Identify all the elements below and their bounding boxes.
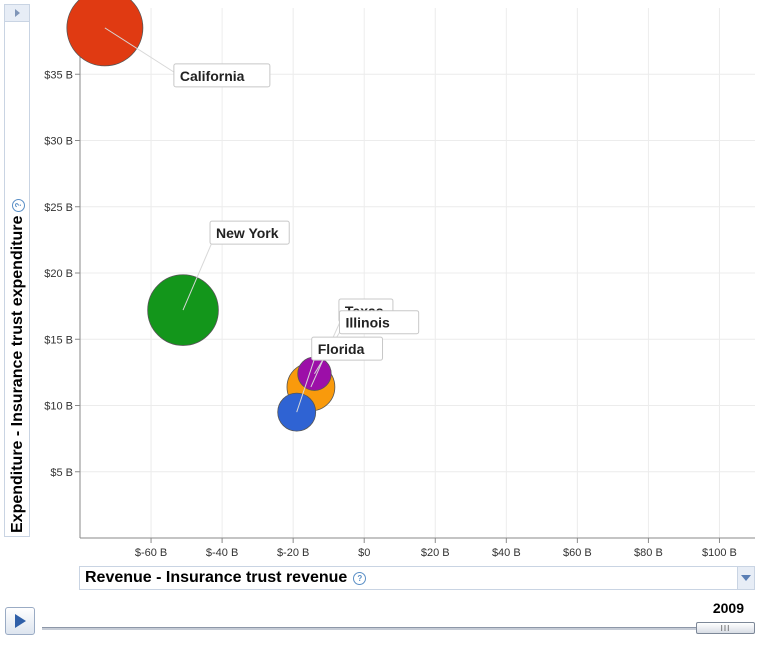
x-tick-label: $20 B xyxy=(421,547,450,559)
x-tick-label: $-20 B xyxy=(277,547,309,559)
axes: $-60 B $-40 B $-20 B $0 $20 B $40 B $60 B $80 B… xyxy=(44,8,755,559)
x-tick-label: $-60 B xyxy=(135,547,167,559)
y-tick-label: $5 B xyxy=(50,467,73,479)
x-axis-title[interactable]: Revenue - Insurance trust revenue ? xyxy=(85,569,367,587)
y-tick-label: $20 B xyxy=(44,268,73,280)
label-california: California xyxy=(180,68,245,84)
bubble-california[interactable] xyxy=(66,0,144,67)
chevron-down-icon xyxy=(741,575,751,581)
x-tick-label: $100 B xyxy=(702,547,737,559)
y-axis-selector[interactable] xyxy=(4,4,30,537)
grid xyxy=(80,8,755,538)
label-leader-california xyxy=(104,27,181,77)
y-tick-label: $30 B xyxy=(44,136,73,148)
y-tick-label: $25 B xyxy=(44,202,73,214)
timeline-track[interactable] xyxy=(42,627,754,630)
x-axis-title-text: Revenue - Insurance trust revenue xyxy=(85,569,348,586)
label-box-new-york[interactable] xyxy=(209,220,290,245)
label-box-california[interactable] xyxy=(173,63,271,88)
label-florida: Florida xyxy=(318,341,365,357)
x-tick-label: $80 B xyxy=(634,547,663,559)
play-icon xyxy=(14,614,26,628)
bubble-chart: $-60 B $-40 B $-20 B $0 $20 B $40 B $60 B $80 B… xyxy=(44,0,755,559)
x-axis-selector[interactable]: Revenue - Insurance trust revenue ? xyxy=(79,566,755,590)
label-illinois: Illinois xyxy=(345,315,390,331)
label-leader-new-york xyxy=(182,232,217,311)
label-new-york: New York xyxy=(216,225,279,241)
triangle-right-icon xyxy=(14,9,20,17)
x-tick-label: $60 B xyxy=(563,547,592,559)
y-tick-label: $35 B xyxy=(44,69,73,81)
play-button[interactable] xyxy=(5,607,35,635)
grip-icon: III xyxy=(720,623,731,633)
x-tick-label: $0 xyxy=(358,547,370,559)
label-box-illinois[interactable] xyxy=(338,310,420,335)
help-icon[interactable]: ? xyxy=(353,571,367,585)
x-tick-label: $-40 B xyxy=(206,547,238,559)
x-tick-label: $40 B xyxy=(492,547,521,559)
y-tick-label: $10 B xyxy=(44,401,73,413)
timeline-handle[interactable]: III xyxy=(696,622,755,634)
year-label: 2009 xyxy=(712,600,744,616)
y-tick-label: $15 B xyxy=(44,334,73,346)
y-axis-collapse-button[interactable] xyxy=(5,5,29,22)
x-axis-dropdown-button[interactable] xyxy=(737,567,754,589)
label-box-florida[interactable] xyxy=(311,336,384,361)
